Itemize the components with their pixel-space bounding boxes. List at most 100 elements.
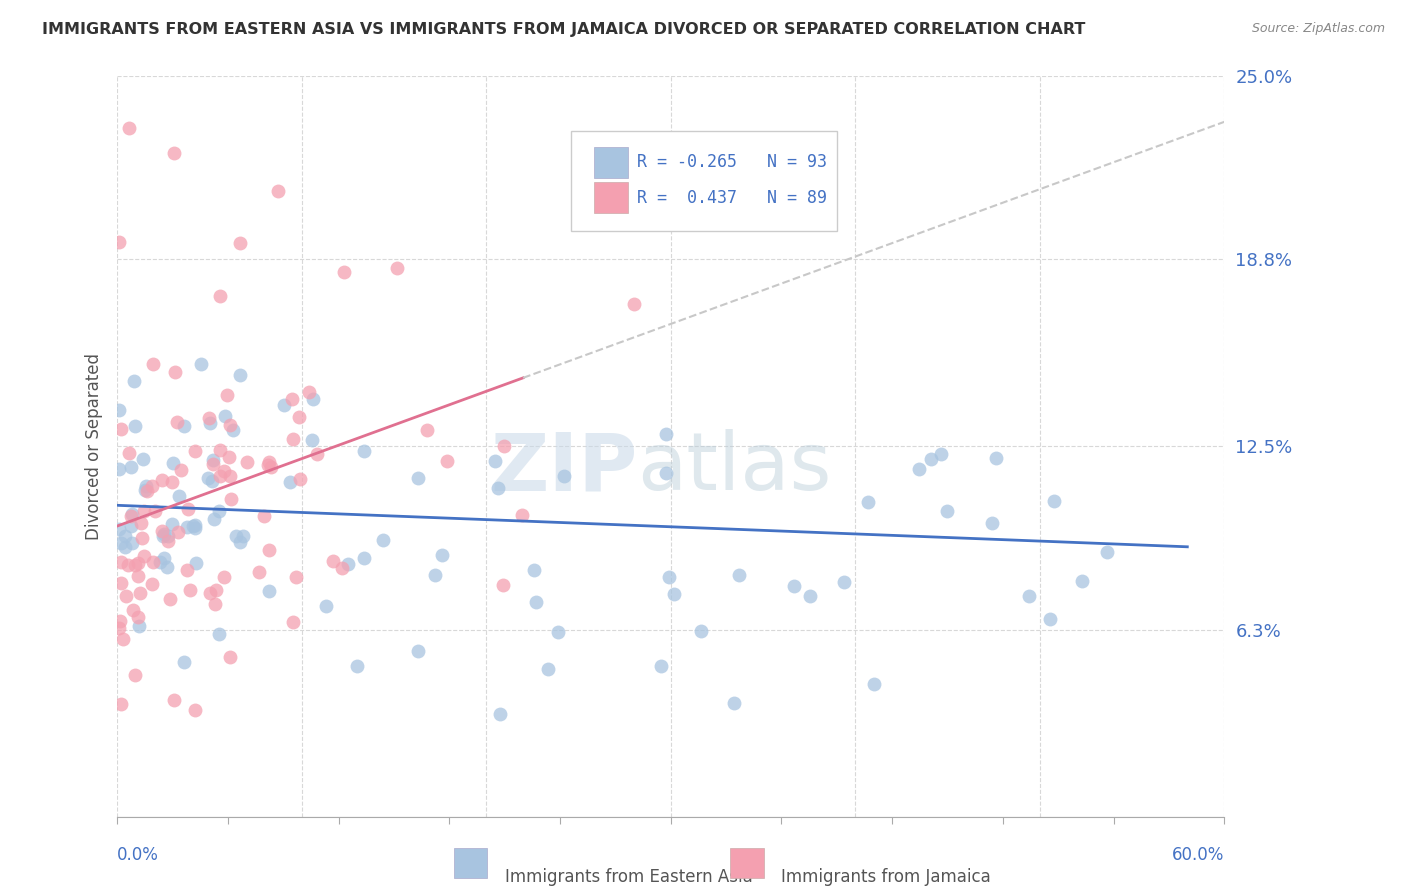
Point <box>858 495 880 509</box>
Point <box>981 516 1004 530</box>
Point <box>219 650 242 665</box>
Point <box>221 424 243 438</box>
Point <box>131 531 153 545</box>
Point <box>197 471 219 485</box>
Point <box>984 450 1007 465</box>
Point <box>141 479 163 493</box>
Point <box>127 556 149 570</box>
Text: Immigrants from Jamaica: Immigrants from Jamaica <box>782 869 991 887</box>
FancyBboxPatch shape <box>571 131 837 231</box>
Point <box>141 577 163 591</box>
Point <box>205 583 228 598</box>
Text: IMMIGRANTS FROM EASTERN ASIA VS IMMIGRANTS FROM JAMAICA DIVORCED OR SEPARATED CO: IMMIGRANTS FROM EASTERN ASIA VS IMMIGRAN… <box>42 22 1085 37</box>
Point <box>181 519 204 533</box>
Point <box>136 484 159 499</box>
Point <box>157 533 180 548</box>
Point <box>799 589 821 603</box>
Point <box>257 543 280 558</box>
FancyBboxPatch shape <box>595 146 627 178</box>
Point <box>124 558 146 572</box>
Point <box>167 524 190 539</box>
FancyBboxPatch shape <box>731 848 763 878</box>
Point <box>330 561 353 575</box>
Point <box>406 644 429 658</box>
Point <box>120 459 142 474</box>
Point <box>209 469 232 483</box>
Point <box>523 563 546 577</box>
Point <box>152 527 174 541</box>
Text: R = -0.265   N = 93: R = -0.265 N = 93 <box>637 153 828 171</box>
Point <box>284 570 307 584</box>
Point <box>353 550 375 565</box>
Point <box>114 529 136 543</box>
Point <box>332 265 354 279</box>
Point <box>120 508 142 523</box>
Point <box>143 504 166 518</box>
Text: atlas: atlas <box>637 429 832 508</box>
Point <box>537 662 560 676</box>
Point <box>1018 589 1040 603</box>
Point <box>108 614 131 628</box>
Point <box>218 469 240 483</box>
Point <box>489 707 512 722</box>
Point <box>184 444 207 458</box>
Point <box>281 392 304 406</box>
Point <box>128 619 150 633</box>
Point <box>128 585 150 599</box>
Point <box>152 550 174 565</box>
Point <box>184 517 207 532</box>
Point <box>200 416 222 430</box>
Point <box>302 392 325 406</box>
Point <box>121 536 143 550</box>
Point <box>110 576 132 591</box>
Point <box>408 470 430 484</box>
Point <box>929 447 952 461</box>
Point <box>832 574 855 589</box>
Point <box>149 555 172 569</box>
Y-axis label: Divorced or Separated: Divorced or Separated <box>86 352 103 540</box>
Point <box>173 655 195 669</box>
Point <box>1070 574 1092 588</box>
Point <box>176 564 198 578</box>
Point <box>134 549 156 563</box>
Point <box>650 658 672 673</box>
Point <box>114 540 136 554</box>
Point <box>152 529 174 543</box>
Point <box>371 533 394 548</box>
Point <box>132 451 155 466</box>
Point <box>120 518 142 533</box>
Point <box>623 297 645 311</box>
Point <box>122 374 145 388</box>
Point <box>416 423 439 437</box>
Point <box>301 433 323 447</box>
Point <box>353 443 375 458</box>
Point <box>655 466 678 480</box>
Point <box>229 236 252 251</box>
Point <box>124 668 146 682</box>
Point <box>436 454 458 468</box>
Point <box>118 446 141 460</box>
Point <box>108 522 131 536</box>
Point <box>162 456 184 470</box>
Point <box>118 120 141 135</box>
Point <box>110 536 132 550</box>
Point <box>150 473 173 487</box>
Point <box>127 569 149 583</box>
Point <box>257 583 280 598</box>
Point <box>208 503 231 517</box>
Point <box>212 464 235 478</box>
Point <box>267 184 290 198</box>
Point <box>287 410 309 425</box>
Point <box>658 570 681 584</box>
Point <box>920 452 942 467</box>
Point <box>184 703 207 717</box>
Point <box>283 615 305 630</box>
Point <box>201 457 224 471</box>
Point <box>170 462 193 476</box>
Point <box>198 585 221 599</box>
Point <box>260 459 283 474</box>
Point <box>281 433 304 447</box>
Point <box>257 455 280 469</box>
Point <box>1039 612 1062 626</box>
Point <box>110 422 132 436</box>
